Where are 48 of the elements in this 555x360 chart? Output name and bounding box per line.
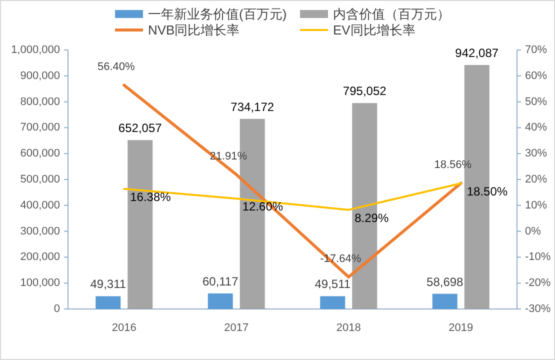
y2-tick-label: 0% (525, 225, 542, 238)
y2-tick-label: -10% (525, 251, 551, 264)
data-label: 795,052 (342, 84, 387, 98)
y-tick-label: 500,000 (20, 174, 60, 186)
y2-tick-label: 40% (525, 122, 548, 134)
y-tick-label: 800,000 (20, 96, 60, 108)
data-label: 18.56% (434, 159, 472, 172)
data-label: 734,172 (230, 100, 274, 114)
x-tick-label: 2018 (336, 322, 361, 334)
data-label: 16.38% (130, 190, 172, 204)
data-label: 60,117 (202, 274, 239, 288)
y-tick-label: 100,000 (20, 277, 60, 290)
data-label: 652,057 (118, 121, 162, 136)
data-label: 49,311 (90, 277, 126, 292)
legend-label: EV同比增长率 (333, 22, 416, 38)
y-tick-label: 300,000 (20, 225, 60, 238)
data-label: 49,511 (314, 277, 351, 292)
y2-tick-label: 60% (525, 70, 548, 82)
y-tick-label: 200,000 (20, 251, 60, 264)
x-tick-label: 2016 (112, 322, 136, 334)
y-tick-label: 600,000 (20, 148, 60, 160)
y-tick-label: 400,000 (20, 199, 60, 212)
bar (96, 296, 121, 309)
data-label: 56.40% (97, 61, 135, 74)
y-tick-label: 1,000,000 (11, 44, 60, 56)
bar (320, 296, 346, 309)
data-label: 58,698 (426, 274, 464, 289)
y2-tick-label: 70% (525, 44, 548, 56)
x-tick-label: 2017 (224, 322, 249, 334)
y-tick-label: 0 (54, 303, 60, 315)
y2-tick-label: 20% (525, 174, 548, 186)
y2-tick-label: -20% (525, 277, 551, 290)
y2-tick-label: 10% (525, 199, 548, 212)
legend-label: 内含价值（百万元） (333, 6, 450, 22)
bar (432, 294, 458, 309)
legend-label: NVB同比增长率 (148, 22, 240, 38)
y-tick-label: 700,000 (20, 122, 60, 134)
y-tick-label: 900,000 (20, 70, 60, 82)
y2-tick-label: -30% (525, 303, 551, 315)
y2-tick-label: 50% (525, 96, 548, 108)
data-label: 18.50% (466, 184, 508, 198)
x-tick-label: 2019 (448, 322, 474, 334)
data-label: 8.29% (354, 210, 389, 225)
legend-label: 一年新业务价值(百万元) (148, 6, 287, 22)
line-series (123, 182, 462, 211)
y2-tick-label: 30% (525, 148, 548, 160)
data-label: 942,087 (455, 46, 499, 60)
bar (208, 293, 233, 309)
